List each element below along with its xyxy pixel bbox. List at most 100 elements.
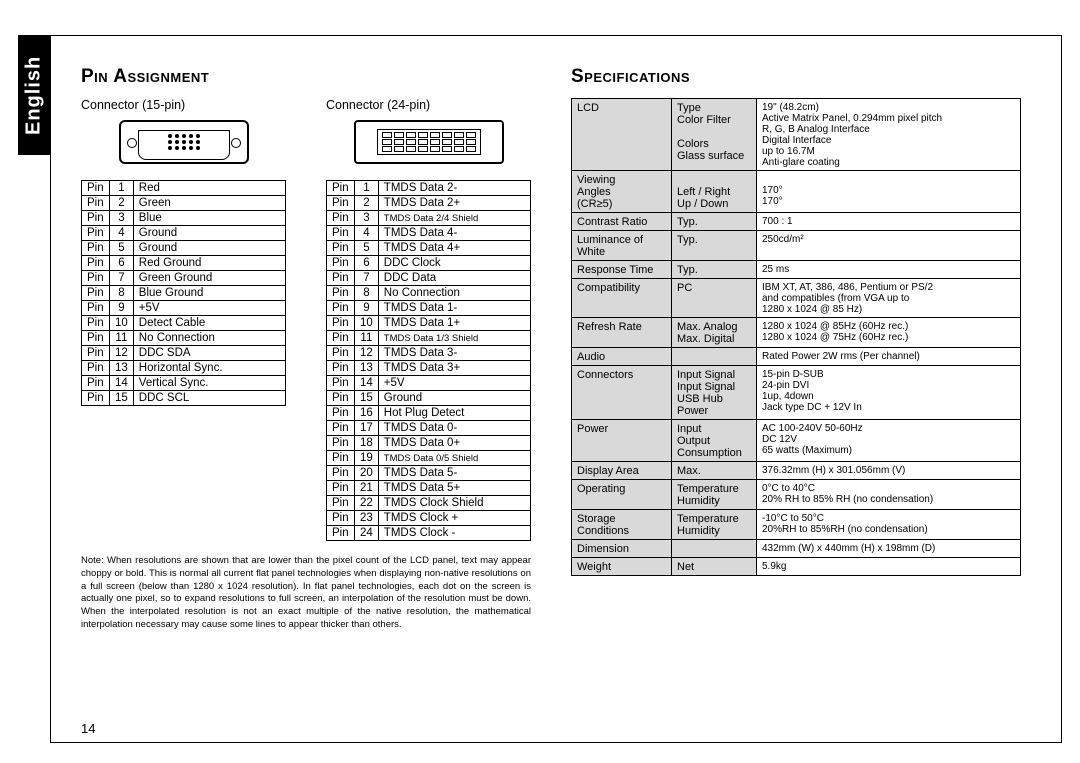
table-cell: Horizontal Sync.: [133, 361, 285, 376]
spec-cell: AC 100-240V 50-60HzDC 12V65 watts (Maxim…: [757, 420, 1021, 462]
table-cell: 15: [110, 391, 134, 406]
table-cell: Pin: [327, 481, 355, 496]
spec-cell: 250cd/m²: [757, 231, 1021, 261]
table-cell: 18: [355, 436, 379, 451]
table-cell: 9: [355, 301, 379, 316]
table-cell: TMDS Data 4+: [378, 241, 530, 256]
spec-cell: Typ.: [672, 261, 757, 279]
table-cell: TMDS Data 0/5 Shield: [378, 451, 530, 466]
table-cell: Pin: [327, 256, 355, 271]
table-cell: 4: [110, 226, 134, 241]
table-cell: Pin: [82, 241, 110, 256]
spec-cell: -10°C to 50°C20%RH to 85%RH (no condensa…: [757, 510, 1021, 540]
table-cell: TMDS Data 3-: [378, 346, 530, 361]
spec-cell: Max. AnalogMax. Digital: [672, 318, 757, 348]
table-cell: 21: [355, 481, 379, 496]
spec-cell: Audio: [572, 348, 672, 366]
table-cell: Pin: [327, 181, 355, 196]
table-cell: Pin: [327, 391, 355, 406]
spec-cell: Luminance of White: [572, 231, 672, 261]
table-cell: TMDS Data 0+: [378, 436, 530, 451]
table-cell: 10: [110, 316, 134, 331]
table-cell: 11: [355, 331, 379, 346]
table-cell: Pin: [82, 301, 110, 316]
table-cell: 1: [110, 181, 134, 196]
table-cell: Pin: [82, 391, 110, 406]
table-cell: 8: [110, 286, 134, 301]
spec-cell: Compatibility: [572, 279, 672, 318]
spec-cell: Max.: [672, 462, 757, 480]
table-cell: Pin: [327, 331, 355, 346]
spec-cell: 0°C to 40°C20% RH to 85% RH (no condensa…: [757, 480, 1021, 510]
table-cell: Pin: [327, 511, 355, 526]
table-cell: Detect Cable: [133, 316, 285, 331]
spec-cell: Net: [672, 558, 757, 576]
table-cell: Ground: [378, 391, 530, 406]
table-cell: Pin: [327, 286, 355, 301]
table-cell: 10: [355, 316, 379, 331]
table-cell: +5V: [133, 301, 285, 316]
table-cell: Pin: [327, 421, 355, 436]
table-cell: 6: [355, 256, 379, 271]
table-cell: 2: [110, 196, 134, 211]
table-cell: TMDS Data 0-: [378, 421, 530, 436]
page-number: 14: [81, 721, 95, 736]
table-cell: 4: [355, 226, 379, 241]
table-cell: Vertical Sync.: [133, 376, 285, 391]
table-cell: TMDS Data 3+: [378, 361, 530, 376]
table-cell: Pin: [327, 241, 355, 256]
table-cell: Ground: [133, 226, 285, 241]
table-cell: Pin: [82, 256, 110, 271]
table-cell: Blue Ground: [133, 286, 285, 301]
pins15-table: Pin1RedPin2GreenPin3BluePin4GroundPin5Gr…: [81, 180, 286, 406]
table-cell: 2: [355, 196, 379, 211]
spec-cell: Rated Power 2W rms (Per channel): [757, 348, 1021, 366]
table-cell: DDC Data: [378, 271, 530, 286]
table-cell: Pin: [327, 406, 355, 421]
table-cell: TMDS Data 2+: [378, 196, 530, 211]
spec-cell: Typ.: [672, 213, 757, 231]
table-cell: 3: [110, 211, 134, 226]
table-cell: Pin: [327, 436, 355, 451]
table-cell: 12: [110, 346, 134, 361]
table-cell: 9: [110, 301, 134, 316]
right-column: Specifications LCDTypeColor Filter Color…: [556, 36, 1061, 742]
spec-cell: Display Area: [572, 462, 672, 480]
table-cell: 5: [110, 241, 134, 256]
table-cell: Pin: [327, 301, 355, 316]
table-cell: Pin: [327, 361, 355, 376]
spec-cell: Refresh Rate: [572, 318, 672, 348]
table-cell: Pin: [82, 361, 110, 376]
table-cell: TMDS Data 5+: [378, 481, 530, 496]
spec-cell: Connectors: [572, 366, 672, 420]
table-cell: TMDS Data 4-: [378, 226, 530, 241]
table-cell: +5V: [378, 376, 530, 391]
spec-cell: Operating: [572, 480, 672, 510]
table-cell: Pin: [327, 451, 355, 466]
table-cell: Green: [133, 196, 285, 211]
table-cell: 20: [355, 466, 379, 481]
table-cell: 5: [355, 241, 379, 256]
spec-cell: ViewingAngles(CR≥5): [572, 171, 672, 213]
pins24-table: Pin1TMDS Data 2-Pin2TMDS Data 2+Pin3TMDS…: [326, 180, 531, 541]
table-cell: Pin: [82, 271, 110, 286]
spec-cell: TypeColor Filter ColorsGlass surface: [672, 99, 757, 171]
table-cell: TMDS Clock +: [378, 511, 530, 526]
spec-cell: InputOutputConsumption: [672, 420, 757, 462]
table-cell: DDC Clock: [378, 256, 530, 271]
table-cell: Pin: [82, 346, 110, 361]
table-cell: 14: [355, 376, 379, 391]
spec-cell: 170°170°: [757, 171, 1021, 213]
table-cell: Pin: [327, 316, 355, 331]
table-cell: 17: [355, 421, 379, 436]
table-cell: 15: [355, 391, 379, 406]
table-cell: TMDS Data 2-: [378, 181, 530, 196]
table-cell: TMDS Data 1-: [378, 301, 530, 316]
table-cell: 13: [110, 361, 134, 376]
table-cell: 19: [355, 451, 379, 466]
spec-cell: Left / RightUp / Down: [672, 171, 757, 213]
table-cell: TMDS Data 5-: [378, 466, 530, 481]
spec-cell: Power: [572, 420, 672, 462]
table-cell: 7: [110, 271, 134, 286]
table-cell: TMDS Data 1/3 Shield: [378, 331, 530, 346]
